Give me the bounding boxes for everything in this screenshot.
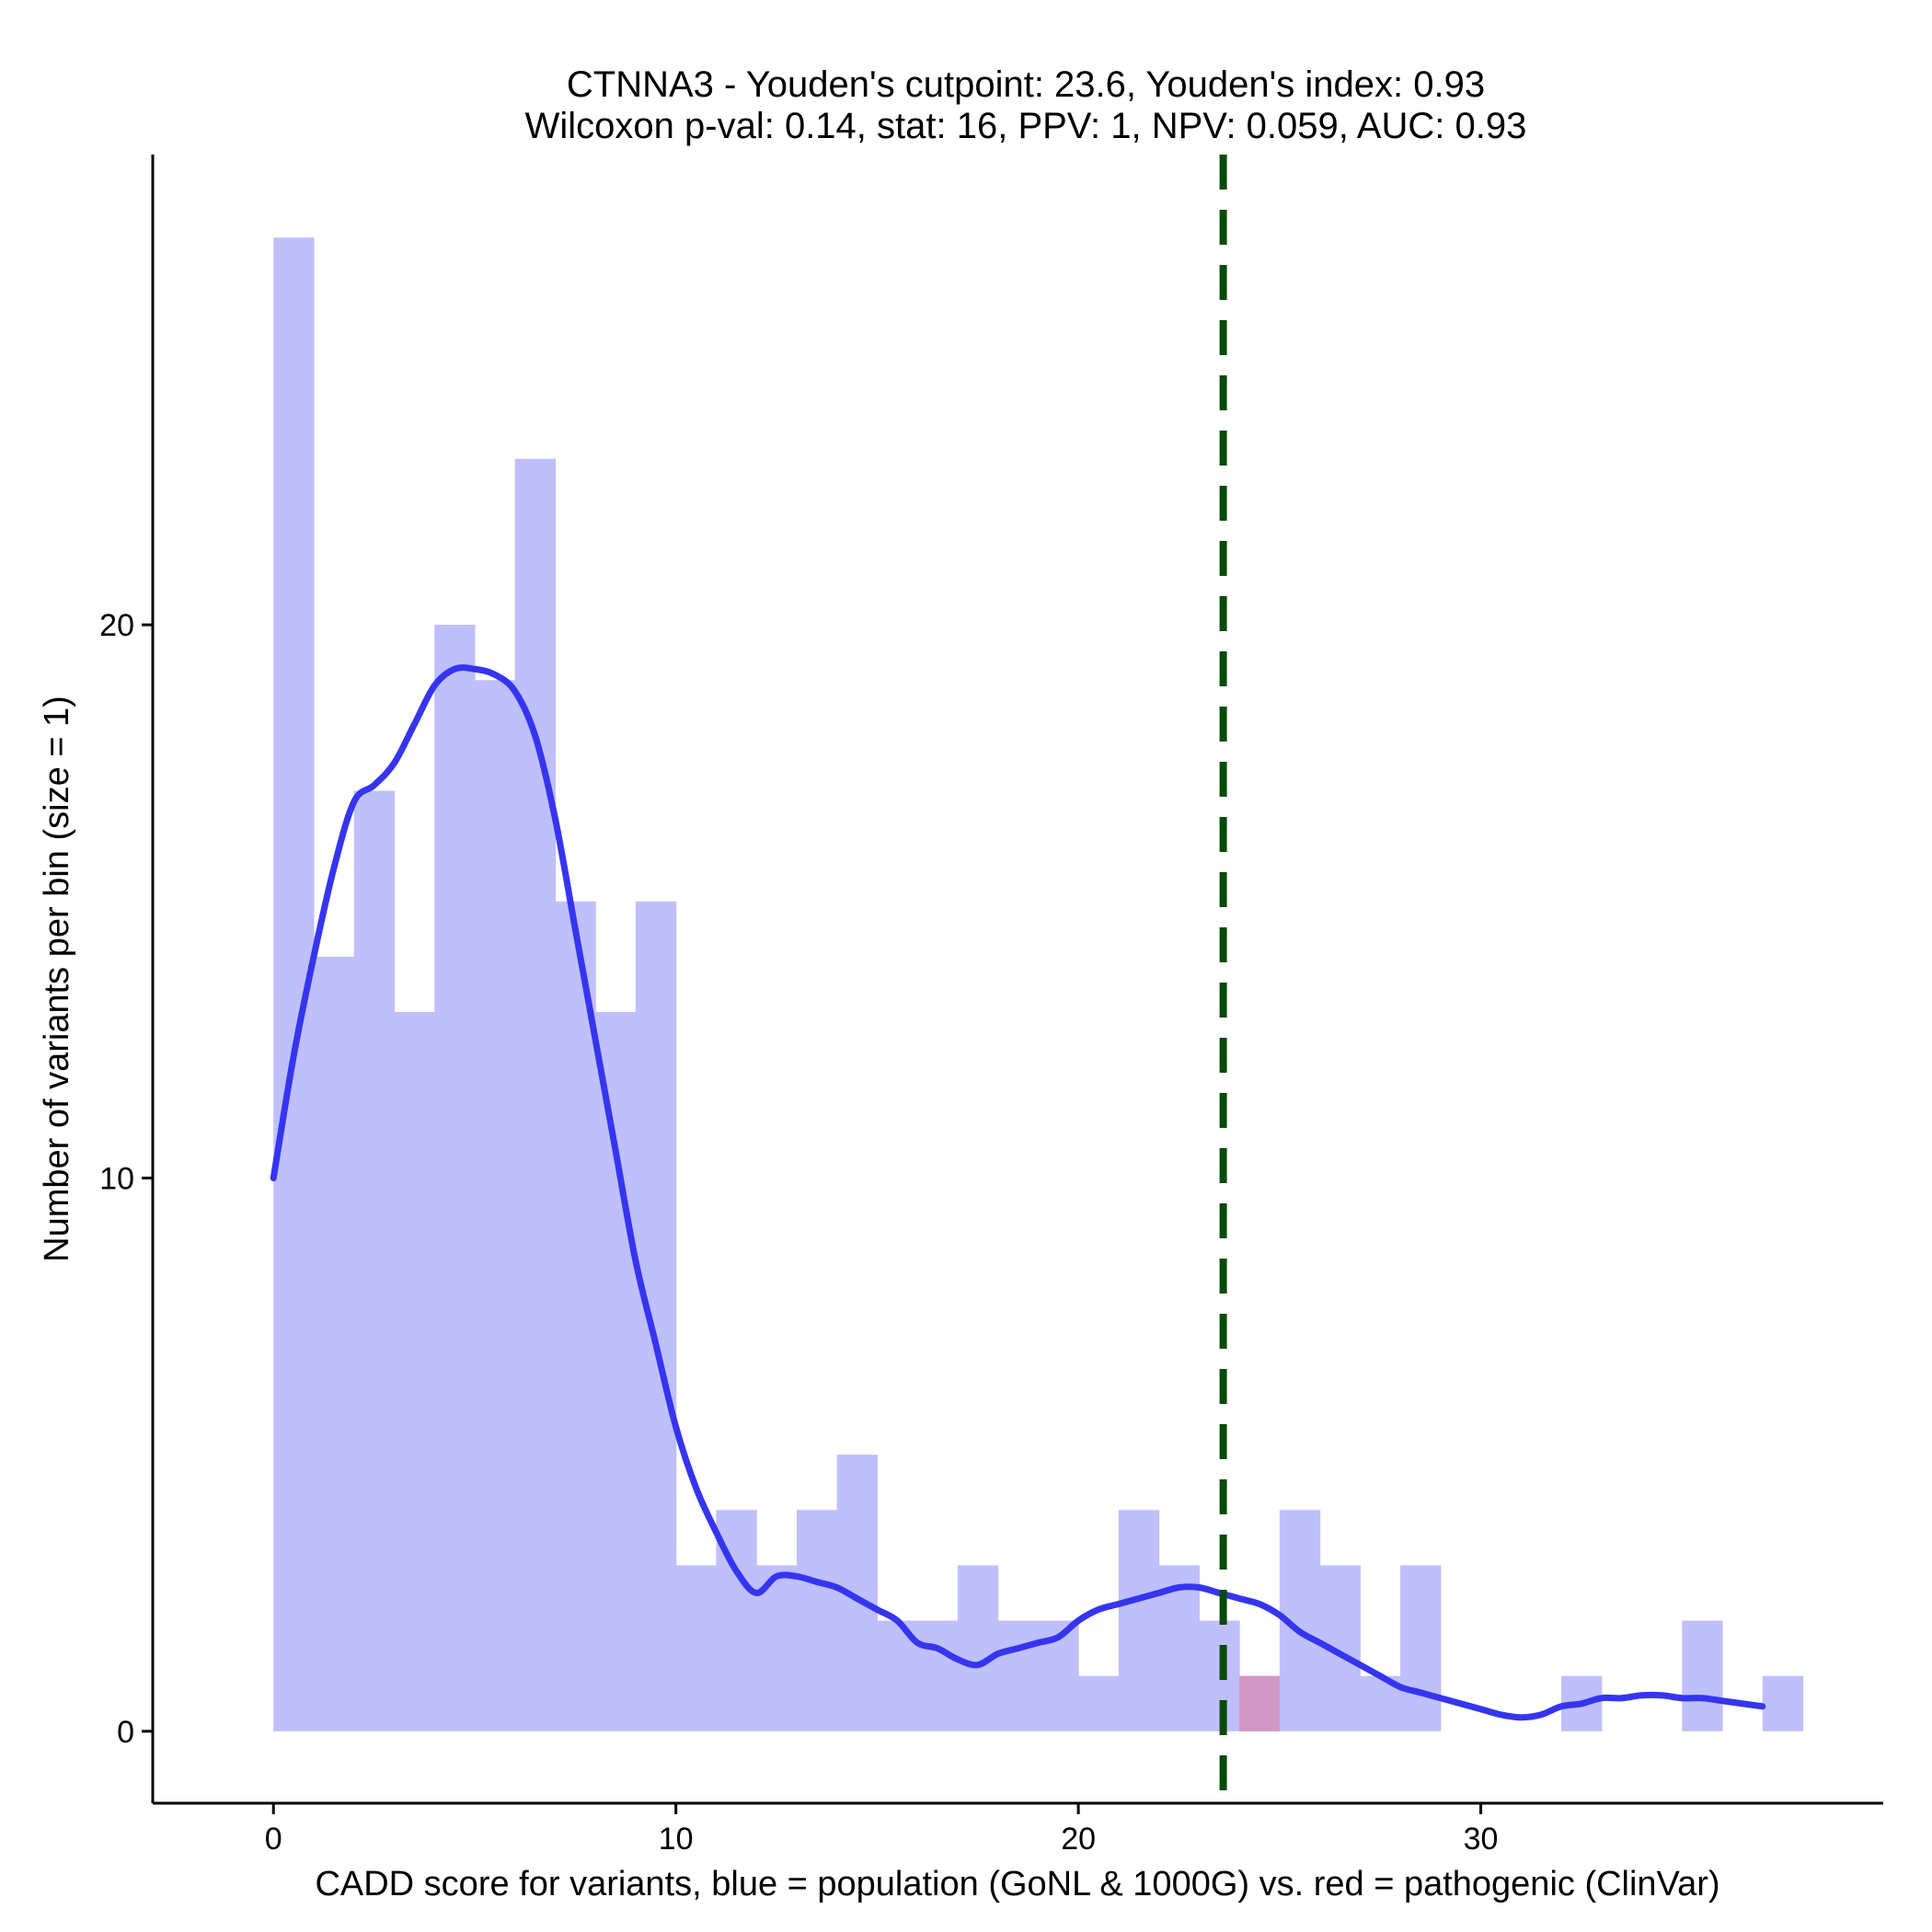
pathogenic-bars (1239, 1675, 1280, 1731)
population-bar (313, 956, 355, 1731)
population-bar (635, 901, 677, 1731)
chart-title-line2: Wilcoxon p-val: 0.14, stat: 16, PPV: 1, … (525, 106, 1527, 146)
y-tick-label: 0 (117, 1715, 134, 1750)
y-tick-label: 10 (99, 1161, 134, 1196)
population-bar (1400, 1565, 1442, 1731)
x-axis-label: CADD score for variants, blue = populati… (315, 1865, 1719, 1903)
y-tick-label: 20 (99, 608, 134, 643)
population-bar (474, 680, 516, 1731)
chart-title-line1: CTNNA3 - Youden's cutpoint: 23.6, Youden… (567, 64, 1485, 105)
population-bar (917, 1620, 959, 1731)
x-tick-label: 10 (659, 1822, 694, 1857)
y-ticks: 0 10 20 (99, 608, 153, 1750)
population-bar (675, 1565, 718, 1731)
population-bar (434, 625, 476, 1731)
density-curve-group (270, 664, 1766, 1721)
population-bar (1762, 1675, 1804, 1731)
axes (151, 155, 1883, 1805)
pathogenic-bar (1239, 1675, 1280, 1731)
density-curve (270, 664, 1766, 1721)
population-bar (514, 458, 557, 1731)
population-bar (1078, 1675, 1120, 1731)
population-bar (555, 901, 596, 1731)
x-ticks: 0 10 20 30 (265, 1803, 1499, 1857)
population-bar (997, 1620, 1039, 1731)
population-bars (273, 237, 1804, 1731)
population-bar (353, 790, 396, 1731)
x-tick-label: 0 (265, 1822, 282, 1857)
x-tick-label: 30 (1464, 1822, 1499, 1857)
population-bar (957, 1565, 999, 1731)
population-bar (595, 1012, 637, 1731)
population-bar (1199, 1620, 1240, 1731)
population-bar (796, 1510, 838, 1731)
x-tick-label: 20 (1061, 1822, 1096, 1857)
y-axis-label: Number of variants per bin (size = 1) (38, 696, 76, 1262)
population-bar (1682, 1620, 1723, 1731)
population-bar (1118, 1510, 1160, 1731)
population-bar (394, 1012, 435, 1731)
